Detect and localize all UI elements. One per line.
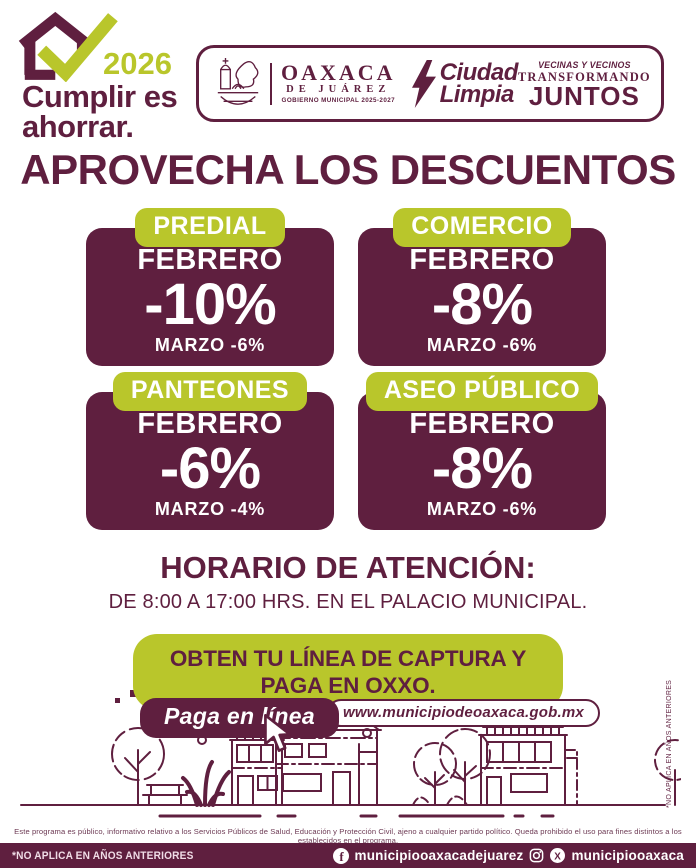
card-discount: -8% — [431, 436, 533, 501]
header-banner: OAXACA DE JUÁREZ GOBIERNO MUNICIPAL 2025… — [196, 45, 664, 122]
card-body: FEBRERO -8% MARZO -6% — [358, 392, 606, 530]
city-name: OAXACA — [281, 60, 396, 85]
schedule-detail: DE 8:00 A 17:00 HRS. EN EL PALACIO MUNIC… — [108, 591, 588, 613]
x-twitter-icon[interactable]: X — [550, 848, 566, 863]
card-next-month: MARZO -6% — [426, 499, 538, 519]
discount-card-aseo-publico: ASEO PÚBLICO FEBRERO -8% MARZO -6% — [358, 372, 606, 530]
card-month: FEBRERO — [409, 244, 555, 276]
juntos-line3: JUNTOS — [528, 80, 640, 111]
oxxo-info-box: OBTEN TU LÍNEA DE CAPTURA Y PAGA EN OXXO… — [133, 634, 563, 710]
card-discount: -10% — [144, 272, 276, 337]
legal-text: Este programa es público, informativo re… — [14, 827, 682, 845]
lightning-bolt-icon — [411, 59, 436, 108]
discount-card-panteones: PANTEONES FEBRERO -6% MARZO -4% — [86, 372, 334, 530]
logo-slogan-line2: ahorrar. — [22, 109, 134, 144]
footer-bar: *NO APLICA EN AÑOS ANTERIORES f municipi… — [0, 843, 696, 868]
svg-text:X: X — [555, 851, 562, 862]
facebook-handle[interactable]: municipiooaxacadejuarez — [354, 848, 524, 863]
card-next-month: MARZO -6% — [426, 335, 538, 355]
ciudad-limpia-logo: Ciudad Limpia — [439, 58, 519, 108]
ciudad-limpia-line1: Ciudad — [439, 58, 519, 86]
oxxo-line1: OBTEN TU LÍNEA DE CAPTURA Y — [169, 646, 527, 671]
card-body: FEBRERO -6% MARZO -4% — [86, 392, 334, 530]
svg-text:f: f — [339, 849, 344, 864]
logo-year: 2026 — [103, 46, 172, 81]
card-label: PREDIAL — [135, 208, 285, 247]
schedule-title: HORARIO DE ATENCIÓN: — [160, 550, 536, 585]
discount-card-predial: PREDIAL FEBRERO -10% MARZO -6% — [86, 208, 334, 366]
transformando-juntos-logo: VECINAS Y VECINOS TRANSFORMANDO JUNTOS — [517, 59, 655, 111]
logo-slogan: Cumplir es ahorrar. — [22, 79, 178, 144]
mouse-cursor-icon — [264, 714, 292, 752]
card-next-month: MARZO -6% — [154, 335, 266, 355]
oxxo-line2: PAGA EN OXXO. — [260, 673, 436, 698]
footer-disclaimer: *NO APLICA EN AÑOS ANTERIORES — [12, 849, 194, 862]
municipality-url-link[interactable]: www.municipiodeoaxaca.gob.mx — [327, 699, 600, 727]
card-label: COMERCIO — [393, 208, 571, 247]
city-logo: OAXACA DE JUÁREZ GOBIERNO MUNICIPAL 2025… — [281, 62, 396, 105]
oaxaca-coat-of-arms-icon — [217, 57, 259, 105]
city-subtitle: DE JUÁREZ — [286, 84, 391, 95]
card-month: FEBRERO — [409, 408, 555, 440]
card-month: FEBRERO — [137, 408, 283, 440]
second-handle[interactable]: municipiooaxaca — [571, 848, 684, 863]
house-check-icon — [18, 11, 118, 82]
juntos-line1: VECINAS Y VECINOS — [538, 59, 631, 70]
instagram-icon[interactable] — [529, 848, 544, 863]
card-body: FEBRERO -8% MARZO -6% — [358, 228, 606, 366]
juntos-line2: TRANSFORMANDO — [517, 69, 651, 84]
card-discount: -8% — [431, 272, 533, 337]
city-government: GOBIERNO MUNICIPAL 2025-2027 — [281, 97, 396, 104]
card-body: FEBRERO -10% MARZO -6% — [86, 228, 334, 366]
side-disclaimer: *NO APLICA EN AÑOS ANTERIORES — [666, 679, 673, 809]
card-label: ASEO PÚBLICO — [365, 372, 599, 411]
header-divider — [270, 62, 272, 105]
logo-slogan-line1: Cumplir es — [22, 79, 178, 114]
card-month: FEBRERO — [137, 244, 283, 276]
discount-card-comercio: COMERCIO FEBRERO -8% MARZO -6% — [358, 208, 606, 366]
card-discount: -6% — [159, 436, 261, 501]
social-links: f municipiooaxacadejuarez X municipiooax… — [332, 847, 684, 864]
pay-online-label: Paga en línea — [140, 698, 339, 738]
card-label: PANTEONES — [112, 372, 308, 411]
card-next-month: MARZO -4% — [154, 499, 266, 519]
ciudad-limpia-line2: Limpia — [439, 80, 515, 108]
page-title: APROVECHA LOS DESCUENTOS — [20, 146, 676, 193]
facebook-icon[interactable]: f — [332, 847, 349, 864]
